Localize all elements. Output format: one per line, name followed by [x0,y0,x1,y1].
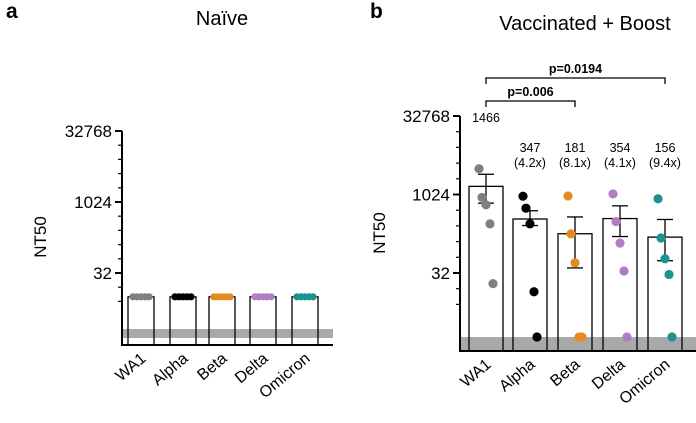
panel-b-point-delta [615,238,625,248]
panel-b-x-label-alpha: Alpha [496,356,538,395]
panel-b-point-omicron [664,269,674,280]
panel-b-comparison-pvalue: p=0.0194 [549,62,602,76]
panel-a-y-tick-label: 32768 [65,122,112,141]
panel-b-bar-wa1 [468,185,504,352]
panel-b-comparison-bracket [485,100,576,107]
panel-b-point-beta [577,332,587,342]
panel-b-point-alpha [525,219,535,229]
panel-a-y-label: NT50 [31,216,50,258]
panel-b-point-beta [570,258,580,268]
panel-b-comparison-pvalue: p=0.006 [507,85,553,99]
panel-b-point-alpha [529,287,539,297]
panel-b-point-omicron [656,233,666,243]
panel-a: a Naïve NT50 32 1024 32768 WA1 Alpha Beta Del… [6,0,333,402]
panel-b-point-wa1 [488,279,498,289]
panel-a-point-beta [226,293,234,301]
panel-b-y-tick-label: 32768 [403,107,450,126]
panel-b-point-wa1 [481,200,491,210]
panel-b-point-alpha [518,191,528,201]
panel-b-y-ticks: 32 1024 32768 [403,107,460,305]
panel-b-point-omicron [653,194,663,204]
panel-b-y-tick-label: 1024 [412,186,450,205]
panel-b-x-label-omicron: Omicron [616,356,673,408]
panel-a-point-alpha [187,293,195,301]
panel-a-lod-band [122,329,333,338]
panel-b-x-label-beta: Beta [547,356,583,390]
panel-b-y-label: NT50 [370,212,389,254]
panel-b-point-delta [622,332,632,342]
panel-b-value-labels: 1466 347(4.2x) 181(8.1x) 354(4.1x) 156(9.4x) [472,111,681,170]
panel-b: b Vaccinated + Boost NT50 32 1024 32768 14… [370,0,696,408]
panel-a-y-tick-label: 1024 [74,193,112,212]
panel-b-point-wa1 [474,164,484,174]
panel-b-value-label-wa1: 1466 [472,111,500,125]
panel-b-point-alpha [532,332,542,342]
panel-b-point-omicron [667,332,677,342]
panel-b-value-label-beta: (8.1x) [559,156,591,170]
panel-a-point-omicron [309,293,317,301]
panel-b-bars [468,185,683,352]
panel-b-value-label-omicron: (9.4x) [649,156,681,170]
panel-a-x-label-beta: Beta [194,350,230,384]
panel-b-comparisons: p=0.0194 p=0.006 [485,62,666,107]
panel-b-point-alpha [521,203,531,213]
panel-a-title: Naïve [196,8,248,30]
panel-b-point-wa1 [485,219,495,229]
panel-b-point-wa1 [477,192,487,203]
panel-b-point-delta [619,266,629,276]
panel-b-title: Vaccinated + Boost [499,13,671,35]
panel-b-value-label-delta: (4.1x) [604,156,636,170]
panel-b-value-label-omicron: 156 [655,141,676,155]
panel-a-letter: a [6,0,18,23]
panel-b-value-label-alpha: 347 [520,141,541,155]
panel-b-bar-alpha [512,218,548,352]
panel-b-value-label-delta: 354 [610,141,631,155]
panel-b-point-beta [563,191,573,201]
panel-b-error-bars [478,173,673,269]
panel-b-value-label-beta: 181 [565,141,586,155]
panel-a-points [129,293,317,301]
panel-b-x-label-wa1: WA1 [458,356,495,391]
panel-b-bar-delta [602,217,638,352]
panel-a-x-label-alpha: Alpha [149,350,191,389]
panel-a-point-delta [267,293,275,301]
panel-b-letter: b [370,0,383,23]
panel-b-point-beta [566,229,576,239]
panel-b-comparison-bracket [485,77,666,84]
panel-a-point-wa1 [145,293,153,301]
panel-a-y-ticks: 32 1024 32768 [65,122,122,302]
panel-b-point-delta [608,189,618,199]
panel-a-y-tick-label: 32 [93,264,112,283]
panel-b-value-label-alpha: (4.2x) [514,156,546,170]
panel-a-x-label-wa1: WA1 [113,350,150,385]
panel-b-x-label-delta: Delta [589,356,629,393]
panel-b-point-omicron [660,254,670,264]
panel-b-point-delta [611,216,621,227]
panel-b-y-tick-label: 32 [431,264,450,283]
panel-b-points [474,164,677,342]
